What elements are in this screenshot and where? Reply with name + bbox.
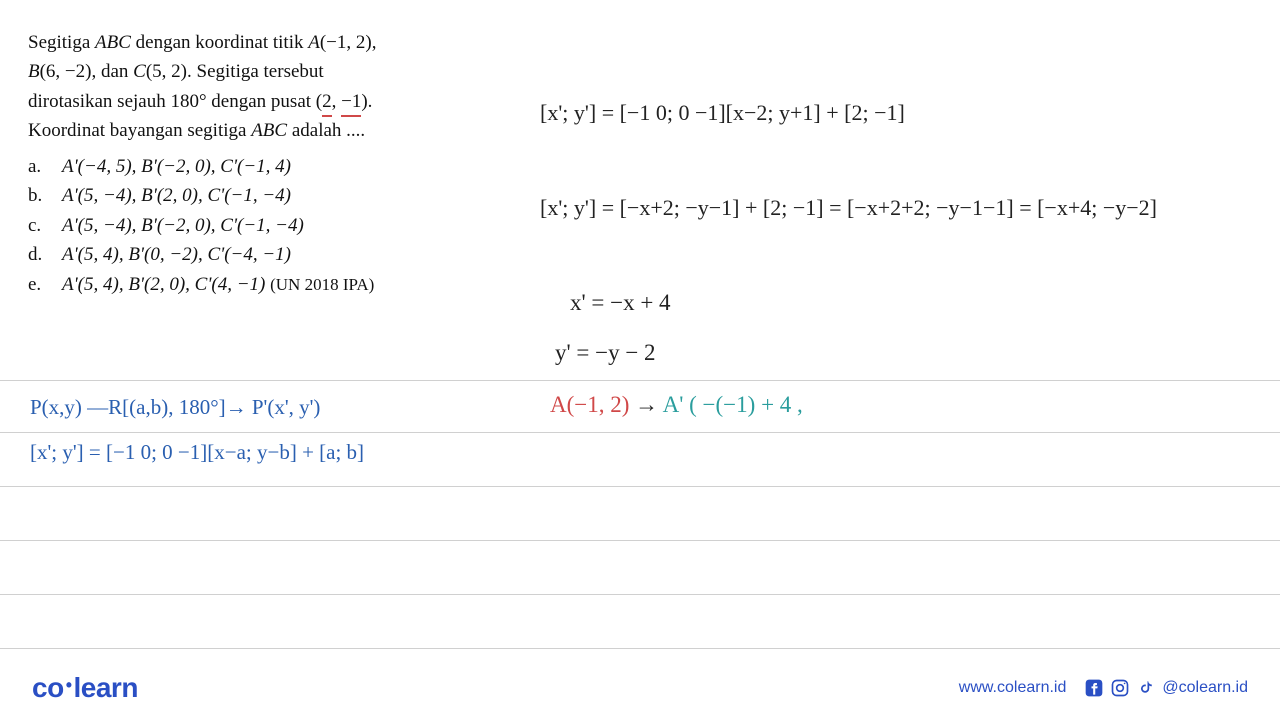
facebook-icon[interactable] (1084, 678, 1104, 698)
option-c: c. A'(5, −4), B'(−2, 0), C'(−1, −4) (28, 211, 498, 240)
txt: Segitiga (28, 32, 95, 53)
logo-dot: • (66, 675, 72, 696)
logo-part-b: learn (74, 672, 138, 703)
note: (UN 2018 IPA) (270, 275, 374, 294)
label: e. (28, 270, 46, 299)
coord: (5, 2). Segitiga tersebut (146, 61, 324, 82)
question-line-3: dirotasikan sejauh 180° dengan pusat (2,… (28, 87, 498, 116)
arrow: → (629, 392, 662, 417)
handwriting-apply-A: A(−1, 2) → A' ( −(−1) + 4 , (550, 392, 803, 418)
footer: co•learn www.colearn.id @colearn.id (0, 656, 1280, 720)
handwriting-matrix-general: [x'; y'] = [−1 0; 0 −1][x−a; y−b] + [a; … (30, 440, 364, 465)
text: A'(5, 4), B'(2, 0), C'(4, −1) (62, 274, 270, 295)
label: c. (28, 211, 46, 240)
label: d. (28, 240, 46, 269)
label: a. (28, 152, 46, 181)
option-b: b. A'(5, −4), B'(2, 0), C'(−1, −4) (28, 181, 498, 210)
social-icons: @colearn.id (1084, 678, 1248, 698)
handwriting-step-1: [x'; y'] = [−1 0; 0 −1][x−2; y+1] + [2; … (540, 100, 905, 126)
txt: dirotasikan sejauh 180° dengan pusat ( (28, 91, 322, 112)
handwriting-step-2: [x'; y'] = [−x+2; −y−1] + [2; −1] = [−x+… (540, 195, 1157, 221)
txt: adalah .... (287, 120, 365, 141)
coord: (6, −2), dan (40, 61, 134, 82)
abc: ABC (251, 120, 287, 141)
txt: dengan koordinat titik (131, 32, 308, 53)
instagram-icon[interactable] (1110, 678, 1130, 698)
question-block: Segitiga ABC dengan koordinat titik A(−1… (28, 28, 498, 299)
option-a: a. A'(−4, 5), B'(−2, 0), C'(−1, 4) (28, 152, 498, 181)
A: A (308, 32, 320, 53)
option-e: e. A'(5, 4), B'(2, 0), C'(4, −1) (UN 201… (28, 270, 498, 299)
logo-part-a: co (32, 672, 64, 703)
question-line-4: Koordinat bayangan segitiga ABC adalah .… (28, 116, 498, 145)
center-a: 2 (322, 87, 332, 116)
handwriting-rule: P(x,y) —R[(a,b), 180°]→ P'(x', y') (30, 395, 320, 420)
text: A'(5, 4), B'(0, −2), C'(−4, −1) (62, 240, 291, 269)
abc: ABC (95, 32, 131, 53)
footer-url[interactable]: www.colearn.id (959, 679, 1067, 697)
brand-logo: co•learn (32, 672, 138, 704)
center-b: −1 (341, 87, 361, 116)
txt: ). (361, 91, 372, 112)
question-line-2: B(6, −2), dan C(5, 2). Segitiga tersebut (28, 57, 498, 86)
point-A: A(−1, 2) (550, 392, 629, 417)
handwriting-xprime: x' = −x + 4 (570, 290, 671, 316)
label: b. (28, 181, 46, 210)
text: A'(5, −4), B'(2, 0), C'(−1, −4) (62, 181, 291, 210)
option-d: d. A'(5, 4), B'(0, −2), C'(−4, −1) (28, 240, 498, 269)
coord: (−1, 2), (320, 32, 377, 53)
point-Aprime: A' ( −(−1) + 4 , (663, 392, 803, 417)
B: B (28, 61, 40, 82)
text: A'(5, −4), B'(−2, 0), C'(−1, −4) (62, 211, 304, 240)
footer-right: www.colearn.id @colearn.id (959, 678, 1248, 698)
handwriting-yprime: y' = −y − 2 (555, 340, 656, 366)
footer-handle[interactable]: @colearn.id (1162, 679, 1248, 697)
question-line-1: Segitiga ABC dengan koordinat titik A(−1… (28, 28, 498, 57)
options: a. A'(−4, 5), B'(−2, 0), C'(−1, 4) b. A'… (28, 152, 498, 299)
tiktok-icon[interactable] (1136, 678, 1156, 698)
text: A'(−4, 5), B'(−2, 0), C'(−1, 4) (62, 152, 291, 181)
C: C (133, 61, 146, 82)
sep: , (332, 91, 342, 112)
txt: Koordinat bayangan segitiga (28, 120, 251, 141)
